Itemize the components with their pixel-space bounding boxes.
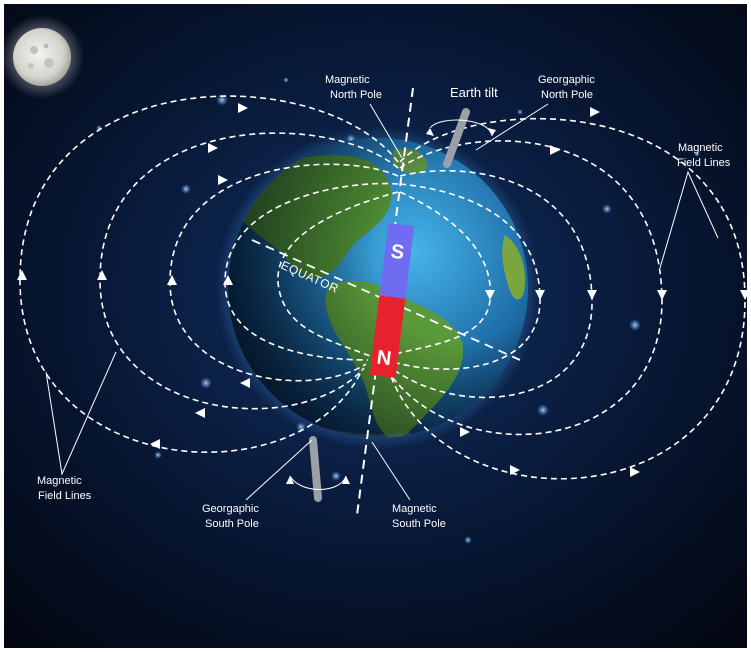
- stars: [96, 77, 700, 544]
- field-arrows: [17, 103, 750, 477]
- earth-tilt-axis-north: [426, 108, 496, 168]
- svg-text:South Pole: South Pole: [205, 518, 259, 530]
- earth-tilt-axis-south: [286, 436, 350, 502]
- svg-text:South Pole: South Pole: [392, 518, 446, 530]
- svg-text:Georgaphic: Georgaphic: [538, 74, 595, 86]
- svg-text:Georgaphic: Georgaphic: [202, 503, 259, 515]
- label-geographic-south-pole: Georgaphic South Pole: [202, 439, 313, 530]
- svg-text:North Pole: North Pole: [541, 89, 593, 101]
- magnet-north-letter: N: [376, 347, 393, 371]
- magnet-south-letter: S: [390, 241, 406, 264]
- moon: [0, 15, 84, 99]
- label-earth-tilt: Earth tilt: [450, 85, 498, 100]
- svg-text:Magnetic: Magnetic: [392, 503, 437, 515]
- label-magnetic-south-pole: Magnetic South Pole: [371, 441, 446, 530]
- earth: [216, 126, 540, 450]
- svg-text:Field Lines: Field Lines: [38, 490, 92, 502]
- magnet-north-half: [369, 295, 406, 379]
- label-geographic-north-pole: Georgaphic North Pole: [475, 74, 595, 151]
- label-field-lines-left: Magnetic Field Lines: [37, 351, 117, 502]
- equator-line: [251, 239, 521, 361]
- label-field-lines-right: Magnetic Field Lines: [659, 142, 731, 269]
- svg-text:Magnetic: Magnetic: [678, 142, 723, 154]
- label-magnetic-north-pole: Magnetic North Pole: [325, 74, 403, 159]
- bar-magnet: S N: [369, 222, 415, 379]
- svg-text:North Pole: North Pole: [330, 89, 382, 101]
- svg-text:Magnetic: Magnetic: [37, 475, 82, 487]
- svg-text:Earth tilt: Earth tilt: [450, 85, 498, 100]
- svg-text:Magnetic: Magnetic: [325, 74, 370, 86]
- svg-text:Field Lines: Field Lines: [677, 157, 731, 169]
- magnet-south-half: [379, 222, 415, 299]
